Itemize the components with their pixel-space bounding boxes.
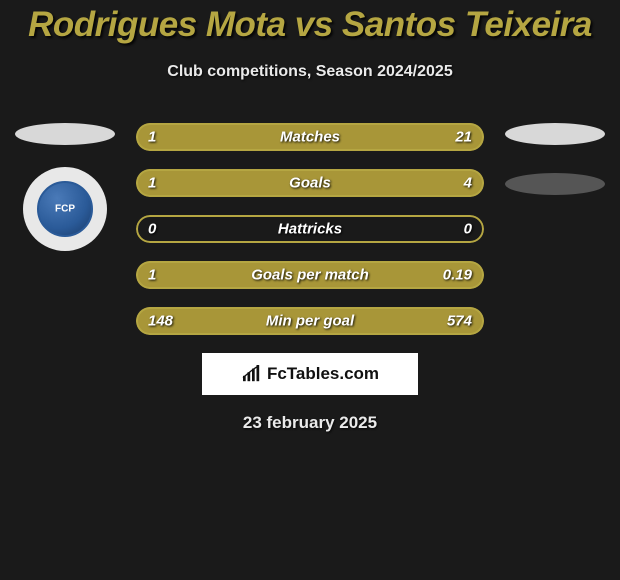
left-player-col: [10, 123, 120, 251]
left-player-flag-oval: [15, 123, 115, 145]
stat-left-value: 1: [148, 129, 156, 146]
right-player-col: [500, 123, 610, 195]
stat-right-value: 0: [464, 221, 472, 238]
stat-bar: 0 Hattricks 0: [136, 215, 484, 243]
brand-text: FcTables.com: [267, 364, 379, 384]
club-badge-icon: [37, 181, 93, 237]
stat-left-value: 1: [148, 267, 156, 284]
comparison-area: 1 Matches 21 1 Goals 4 0 Hattricks 0 1 G…: [0, 123, 620, 335]
date-text: 23 february 2025: [0, 413, 620, 433]
stat-right-value: 21: [455, 129, 472, 146]
brand-box: FcTables.com: [202, 353, 418, 395]
stat-left-value: 0: [148, 221, 156, 238]
stat-bar: 148 Min per goal 574: [136, 307, 484, 335]
stat-right-value: 574: [447, 313, 472, 330]
stat-bar: 1 Goals 4: [136, 169, 484, 197]
stat-bar: 1 Goals per match 0.19: [136, 261, 484, 289]
page-title: Rodrigues Mota vs Santos Teixeira: [0, 0, 620, 45]
stat-label: Min per goal: [266, 313, 354, 330]
stat-bar: 1 Matches 21: [136, 123, 484, 151]
subtitle: Club competitions, Season 2024/2025: [0, 63, 620, 81]
stats-bars: 1 Matches 21 1 Goals 4 0 Hattricks 0 1 G…: [136, 123, 484, 335]
stat-left-value: 1: [148, 175, 156, 192]
chart-icon: [241, 365, 263, 383]
right-player-flag-oval-1: [505, 123, 605, 145]
stat-label: Goals: [289, 175, 331, 192]
right-player-flag-oval-2: [505, 173, 605, 195]
stat-right-value: 4: [464, 175, 472, 192]
stat-label: Goals per match: [251, 267, 369, 284]
stat-label: Hattricks: [278, 221, 342, 238]
left-player-club-badge: [23, 167, 107, 251]
stat-label: Matches: [280, 129, 340, 146]
stat-right-value: 0.19: [443, 267, 472, 284]
stat-left-value: 148: [148, 313, 173, 330]
